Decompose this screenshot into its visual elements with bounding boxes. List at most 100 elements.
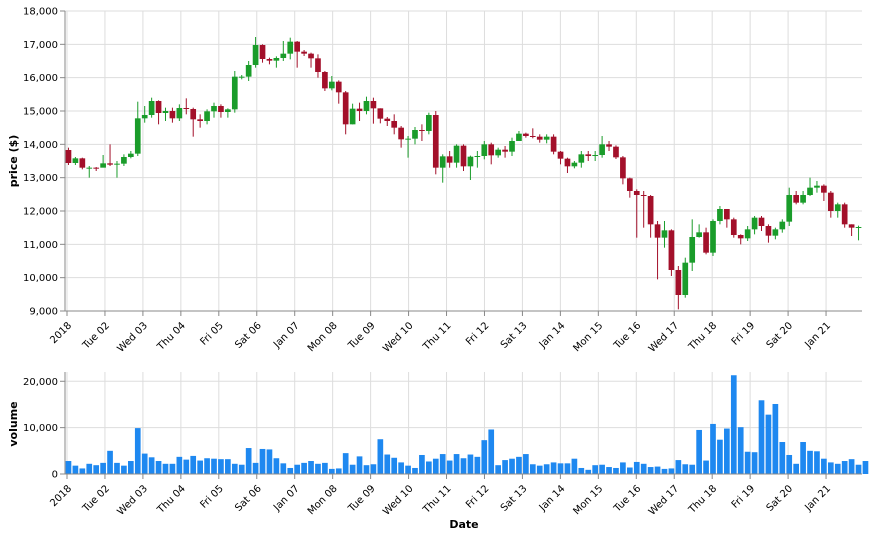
volume-bar — [668, 468, 675, 474]
price-y-axis-title: price ($) — [7, 135, 20, 188]
volume-bar — [439, 454, 446, 474]
volume-bar — [432, 458, 439, 474]
candle-body — [100, 163, 106, 168]
volume-bar — [169, 463, 176, 474]
candle-body — [148, 101, 155, 115]
volume-bar — [758, 400, 765, 474]
volume-bar — [751, 452, 758, 474]
volume-bar — [183, 459, 190, 474]
volume-bar — [342, 453, 349, 474]
volume-bar — [827, 462, 834, 474]
price-y-tick-label: 16,000 — [23, 73, 58, 84]
price-x-tick-label: Jan 14 — [537, 320, 568, 351]
candle-body — [308, 53, 314, 59]
candle-body — [426, 115, 432, 131]
volume-bar — [855, 464, 862, 474]
volume-bar — [848, 459, 855, 474]
volume-bar — [654, 466, 661, 474]
volume-bar — [349, 464, 356, 474]
price-axis-domain — [64, 11, 862, 312]
volume-bar — [744, 451, 751, 474]
volume-bar — [807, 450, 813, 474]
price-y-tick-label: 11,000 — [23, 240, 58, 251]
volume-bar — [717, 439, 723, 474]
candle-body — [238, 76, 245, 78]
candle-body — [190, 109, 197, 120]
volume-bar — [426, 461, 432, 474]
volume-x-tick-label: Tue 02 — [80, 483, 112, 515]
volume-bar — [793, 463, 800, 474]
volume-bar — [419, 454, 425, 474]
price-candles — [65, 37, 862, 310]
price-y-tick-label: 10,000 — [23, 273, 58, 284]
volume-bar — [772, 403, 779, 474]
candle-body — [696, 232, 702, 237]
volume-x-tick-label: Wed 17 — [647, 483, 681, 517]
candle-body — [827, 192, 834, 211]
candle-body — [640, 195, 647, 196]
volume-bar — [564, 463, 571, 474]
volume-bar — [543, 464, 550, 474]
candle-body — [349, 108, 356, 125]
volume-bar — [862, 461, 869, 474]
candle-body — [467, 156, 474, 167]
volume-y-axis-title: volume — [7, 401, 20, 446]
volume-bar — [287, 467, 294, 474]
volume-bar — [585, 469, 592, 474]
candle-body — [356, 108, 363, 111]
candle-body — [439, 156, 446, 168]
price-x-tick-label: Thu 11 — [421, 320, 454, 353]
candle-body — [79, 158, 86, 168]
volume-axis-domain — [64, 372, 862, 475]
candle-body — [647, 196, 654, 225]
candle-body — [606, 144, 612, 147]
price-grid — [65, 10, 862, 312]
candle-body — [841, 204, 848, 225]
volume-bar — [93, 465, 100, 474]
volume-x-tick-label: Fri 19 — [730, 483, 757, 510]
volume-y-tick-label: 20,000 — [23, 377, 58, 388]
candle-body — [218, 106, 224, 112]
volume-bar — [176, 456, 183, 474]
price-x-tick-label: Wed 10 — [381, 320, 415, 354]
candle-body — [585, 154, 592, 156]
volume-bar — [730, 375, 737, 474]
price-x-tick-label: Sat 13 — [499, 320, 530, 351]
candle-body — [793, 195, 800, 203]
volume-bar — [509, 458, 515, 474]
volume-bar — [599, 464, 605, 474]
volume-bar — [86, 463, 93, 474]
candle-body — [335, 81, 342, 93]
volume-bar — [218, 459, 224, 474]
candle-body — [536, 136, 543, 140]
volume-bar — [315, 463, 321, 474]
candle-body — [855, 227, 862, 228]
candle-body — [419, 130, 425, 131]
volume-bar — [280, 463, 287, 474]
volume-bar — [689, 464, 696, 474]
volume-y-tick-label: 0 — [52, 470, 58, 481]
volume-bars — [65, 375, 869, 474]
price-x-tick-label: Fri 19 — [730, 320, 757, 347]
candle-body — [259, 45, 266, 59]
price-panel: 9,000 10,000 11,000 12,000 13,000 14,000 15,00… — [7, 7, 862, 355]
candle-body — [654, 224, 661, 238]
volume-bar — [245, 448, 252, 474]
candle-body — [730, 219, 737, 235]
candle-body — [72, 158, 79, 163]
candle-body — [821, 185, 827, 193]
volume-x-tick-label: Mon 15 — [571, 483, 605, 517]
volume-bar — [107, 450, 113, 474]
volume-bar — [100, 462, 106, 474]
volume-bar — [682, 464, 689, 474]
price-x-tick-label: Tue 09 — [346, 320, 378, 352]
volume-bar — [148, 457, 155, 474]
volume-bar — [391, 457, 398, 474]
volume-bar — [72, 465, 79, 474]
volume-bar — [557, 463, 564, 474]
candle-body — [287, 41, 294, 54]
price-x-tick-label: Jan 07 — [271, 320, 302, 351]
volume-bar — [79, 468, 86, 474]
